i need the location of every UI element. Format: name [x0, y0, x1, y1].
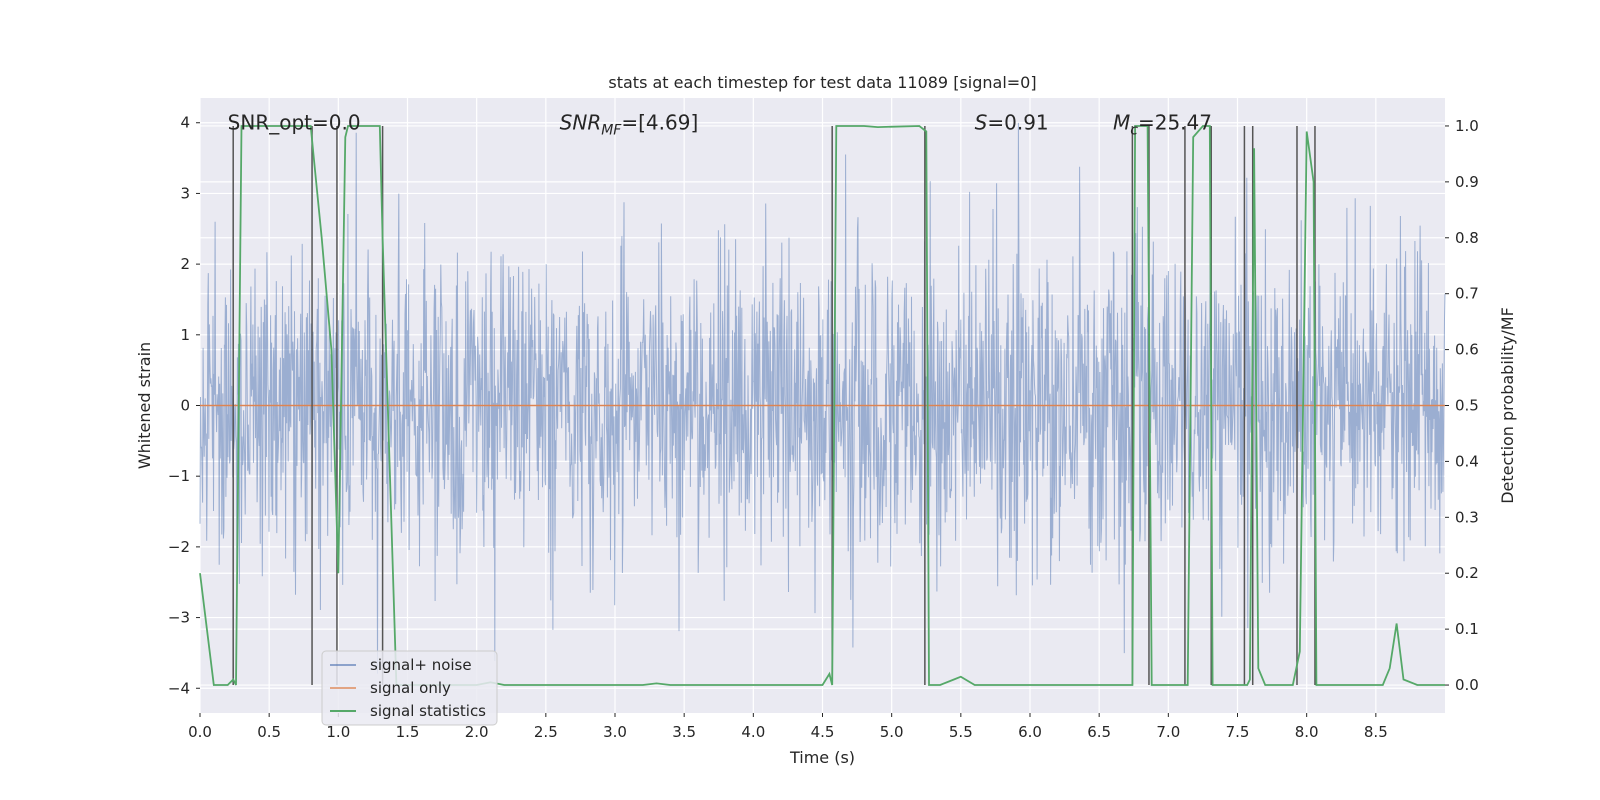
x-tick-label: 0.0: [188, 723, 212, 741]
y-right-tick-label: 0.4: [1455, 452, 1479, 470]
x-axis-ticks: 0.0 0.5 1.0 1.5 2.0 2.5 3.0 3.5 4.0 4.5 5.0 5.5 6.0 6…: [188, 713, 1388, 741]
series-signal-noise: [199, 122, 1446, 674]
x-tick-label: 0.5: [257, 723, 281, 741]
y-right-tick-label: 0.7: [1455, 285, 1479, 303]
legend: signal+ noise signal only signal statistic…: [321, 650, 498, 726]
y-right-tick-label: 0.8: [1455, 229, 1479, 247]
annotation-s-value: S=0.91: [975, 111, 1049, 135]
legend-box: [321, 650, 498, 726]
x-tick-label: 4.5: [811, 723, 835, 741]
y-right-tick-label: 1.0: [1455, 117, 1479, 135]
y-tick-label: 0: [180, 397, 190, 415]
y-tick-label: −1: [168, 467, 190, 485]
x-tick-label: 1.5: [396, 723, 420, 741]
y-tick-label: −3: [168, 609, 190, 627]
legend-label: signal+ noise: [370, 656, 472, 674]
y-tick-label: −2: [168, 538, 190, 556]
series-signal-statistics: [199, 125, 1445, 686]
y-right-tick-label: 0.0: [1455, 676, 1479, 694]
x-tick-label: 8.5: [1364, 723, 1388, 741]
y-right-tick-label: 0.3: [1455, 508, 1479, 526]
y-axis-right-ticks: 0.0 0.1 0.2 0.3 0.4 0.5 0.6 0.7 0.8 0.9 1.0: [1445, 117, 1479, 694]
series-signal-statistics-trace: [199, 125, 1445, 686]
series-signal-noise-trace: [199, 122, 1446, 674]
legend-label: signal statistics: [370, 702, 486, 720]
x-axis-label: Time (s): [789, 748, 855, 767]
annotations: SNR_opt=0.0 SNRMF=[4.69] S=0.91 Mc=25.47: [228, 111, 1212, 139]
y-tick-label: −4: [168, 679, 190, 697]
x-tick-label: 5.0: [880, 723, 904, 741]
y-axis-right-label: Detection probability/MF: [1498, 307, 1517, 504]
y-right-tick-label: 0.9: [1455, 173, 1479, 191]
x-tick-label: 3.0: [603, 723, 627, 741]
legend-label: signal only: [370, 679, 451, 697]
x-tick-label: 4.0: [741, 723, 765, 741]
y-right-tick-label: 0.1: [1455, 620, 1479, 638]
x-tick-label: 8.0: [1295, 723, 1319, 741]
x-tick-label: 7.5: [1226, 723, 1250, 741]
x-tick-label: 6.5: [1087, 723, 1111, 741]
y-right-tick-label: 0.6: [1455, 341, 1479, 359]
y-tick-label: 1: [180, 326, 190, 344]
y-tick-label: 2: [180, 255, 190, 273]
x-tick-label: 2.5: [534, 723, 558, 741]
x-tick-label: 6.0: [1018, 723, 1042, 741]
x-tick-label: 7.0: [1156, 723, 1180, 741]
annotation-snr-mf: SNRMF=[4.69]: [560, 111, 699, 139]
x-tick-label: 5.5: [949, 723, 973, 741]
x-tick-label: 1.0: [326, 723, 350, 741]
x-tick-label: 3.5: [672, 723, 696, 741]
y-right-tick-label: 0.2: [1455, 564, 1479, 582]
x-tick-label: 2.0: [465, 723, 489, 741]
chart-title: stats at each timestep for test data 110…: [608, 73, 1036, 92]
annotation-snr-opt: SNR_opt=0.0: [228, 111, 361, 135]
y-tick-label: 3: [180, 184, 190, 202]
y-right-tick-label: 0.5: [1455, 397, 1479, 415]
annotation-mc-value: Mc=25.47: [1113, 111, 1212, 139]
y-axis-label: Whitened strain: [135, 342, 154, 469]
y-axis-ticks: −4 −3 −2 −1 0 1 2 3 4: [168, 114, 200, 697]
y-tick-label: 4: [180, 114, 190, 132]
